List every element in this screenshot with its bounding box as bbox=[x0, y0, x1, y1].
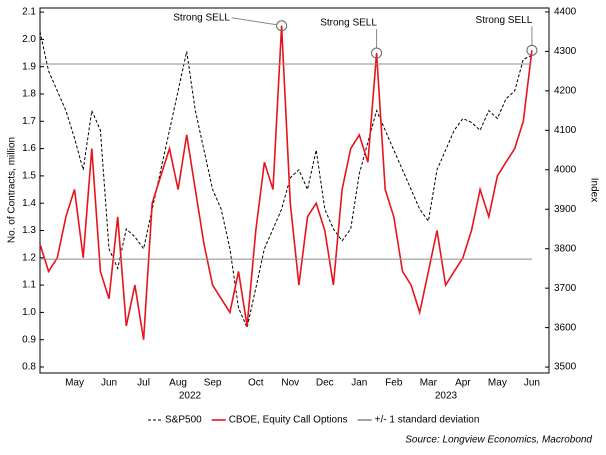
annotation-marker bbox=[371, 47, 383, 59]
plot-frame bbox=[39, 7, 550, 374]
x-tick-label: Sep bbox=[204, 378, 222, 389]
annotation-marker bbox=[526, 44, 538, 56]
year-label: 2022 bbox=[179, 391, 202, 402]
y-tick-label: 1.3 bbox=[22, 225, 36, 236]
annotation: Strong SELL bbox=[173, 12, 230, 23]
x-tick-label: Jan bbox=[351, 378, 367, 389]
annotation: Strong SELL bbox=[476, 15, 533, 26]
y-tick-label: 1.7 bbox=[22, 116, 36, 127]
y2-tick-label: 4300 bbox=[554, 46, 577, 57]
year-label: 2023 bbox=[435, 391, 458, 402]
y2-tick-label: 4100 bbox=[554, 125, 577, 136]
y-tick-label: 1.5 bbox=[22, 171, 36, 182]
x-tick-label: Nov bbox=[281, 378, 299, 389]
y2-axis-label: Index bbox=[588, 178, 599, 202]
y2-tick-label: 3600 bbox=[554, 322, 577, 333]
y2-tick-label: 4400 bbox=[554, 7, 577, 18]
x-tick-label: Mar bbox=[420, 378, 438, 389]
y-tick-label: 1.2 bbox=[22, 252, 36, 263]
source: Source: Longview Economics, Macrobond bbox=[405, 435, 592, 446]
y-tick-label: 1.1 bbox=[22, 280, 36, 291]
y2-tick-label: 3800 bbox=[554, 243, 577, 254]
y2-tick-label: 4000 bbox=[554, 164, 577, 175]
annotation-marker bbox=[276, 20, 288, 32]
y-axis-label: No. of Contracts, million bbox=[7, 137, 18, 243]
x-tick-label: Jun bbox=[101, 378, 117, 389]
x-tick-label: Jul bbox=[137, 378, 150, 389]
y2-tick-label: 3900 bbox=[554, 204, 577, 215]
legend-label: CBOE, Equity Call Options bbox=[229, 415, 348, 426]
y-tick-label: 1.4 bbox=[22, 198, 36, 209]
legend-label: +/- 1 standard deviation bbox=[375, 415, 480, 426]
y-tick-label: 1.0 bbox=[22, 307, 36, 318]
x-tick-label: Aug bbox=[169, 378, 187, 389]
x-tick-label: May bbox=[65, 378, 84, 389]
y-tick-label: 2.1 bbox=[22, 7, 36, 18]
y2-tick-label: 4200 bbox=[554, 86, 577, 97]
x-tick-label: May bbox=[488, 378, 507, 389]
y-tick-label: 1.8 bbox=[22, 89, 36, 100]
series-line bbox=[39, 25, 533, 340]
annotation: Strong SELL bbox=[320, 18, 377, 29]
y-tick-label: 0.8 bbox=[22, 362, 36, 373]
annotation-leader bbox=[231, 17, 277, 26]
y-tick-label: 0.9 bbox=[22, 334, 36, 345]
y-tick-label: 2.0 bbox=[22, 34, 36, 45]
y-tick-label: 1.9 bbox=[22, 61, 36, 72]
x-tick-label: Dec bbox=[316, 378, 334, 389]
series-line bbox=[39, 31, 533, 330]
y2-tick-label: 3500 bbox=[554, 362, 577, 373]
x-tick-label: Feb bbox=[385, 378, 403, 389]
x-tick-label: Jun bbox=[524, 378, 540, 389]
x-tick-label: Apr bbox=[455, 378, 471, 389]
y2-tick-label: 3700 bbox=[554, 283, 577, 294]
legend-label: S&P500 bbox=[165, 415, 202, 426]
y-tick-label: 1.6 bbox=[22, 143, 36, 154]
x-tick-label: Oct bbox=[248, 378, 264, 389]
